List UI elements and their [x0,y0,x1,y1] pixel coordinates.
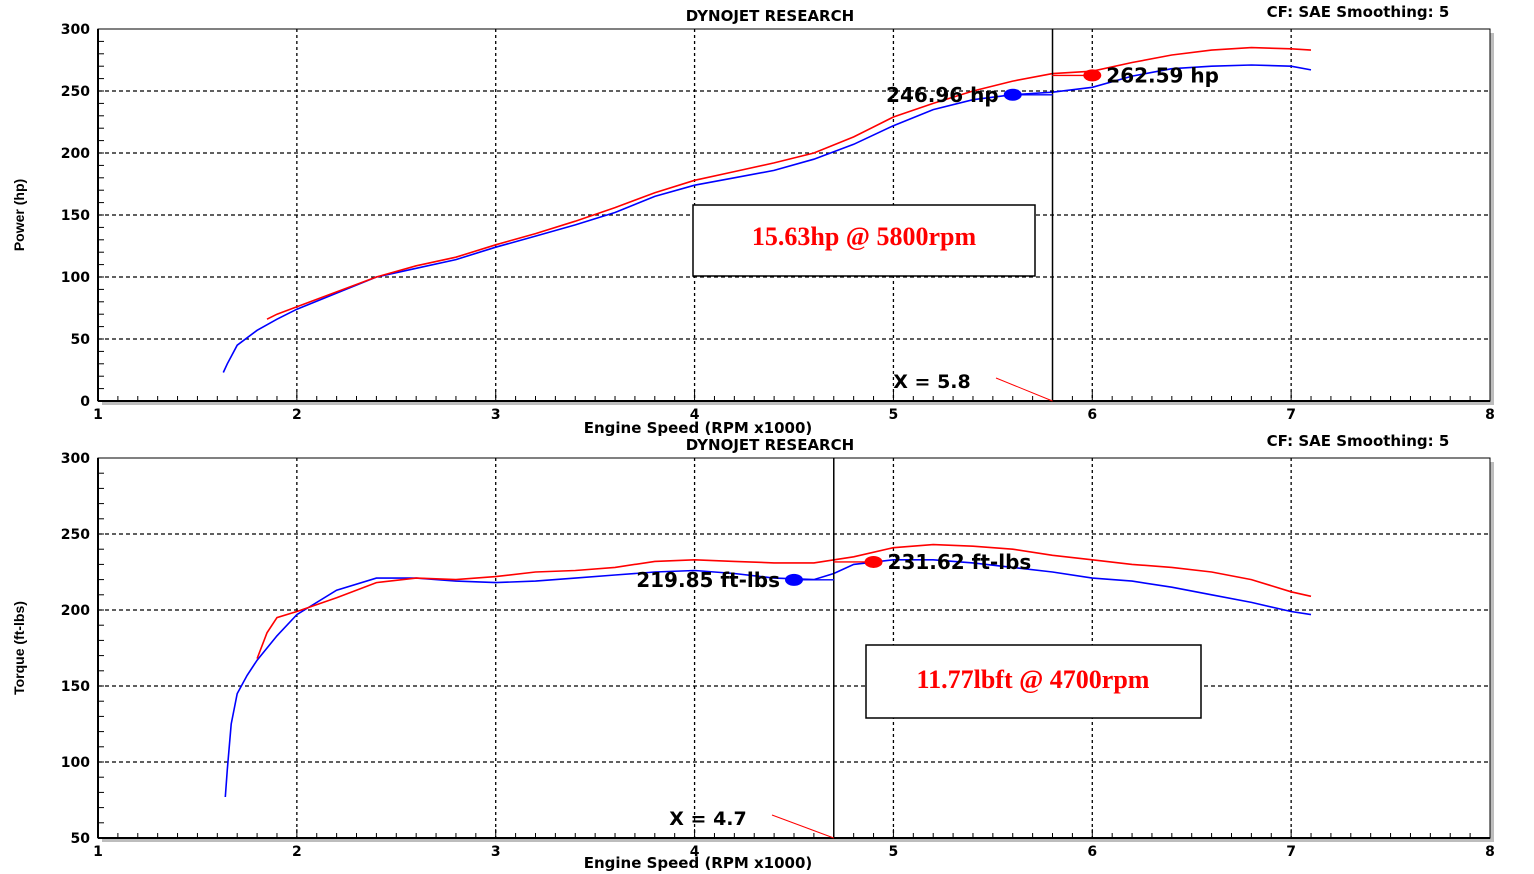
y-tick-label: 50 [71,831,91,847]
peak-label: 262.59 hp [1106,63,1219,87]
note-box [692,204,1036,277]
y-tick-label: 100 [61,270,90,286]
peak-label: 246.96 hp [886,83,999,107]
x-tick-label: 3 [491,844,501,860]
y-tick-label: 100 [61,755,90,771]
x-tick-label: 1 [93,407,103,423]
note-box [865,644,1202,719]
x-tick-label: 4 [690,407,700,423]
y-tick-label: 200 [61,146,90,162]
x-tick-label: 5 [889,407,899,423]
peak-marker [1083,69,1102,82]
x-tick-label: 6 [1087,407,1097,423]
x-tick-label: 8 [1485,407,1495,423]
x-axis-label: Engine Speed (RPM x1000) [584,419,813,437]
chart-corner-info: CF: SAE Smoothing: 5 [1267,432,1450,450]
y-tick-label: 250 [61,527,90,543]
cursor-label: X = 4.7 [669,808,746,830]
y-tick-label: 250 [61,84,90,100]
x-tick-label: 2 [292,844,302,860]
x-tick-label: 3 [491,407,501,423]
x-tick-label: 2 [292,407,302,423]
x-tick-label: 7 [1286,407,1296,423]
chart-header: DYNOJET RESEARCH [686,7,854,25]
y-axis-label: Power (hp) [11,179,27,251]
x-tick-label: 5 [889,844,899,860]
series-line-red [266,46,1312,320]
cursor-label: X = 5.8 [893,371,970,393]
x-tick-label: 6 [1087,844,1097,860]
series-line-blue [224,558,1312,798]
series-line-blue [222,64,1312,373]
x-tick-label: 8 [1485,844,1495,860]
peak-label: 231.62 ft-lbs [888,550,1032,574]
y-tick-label: 200 [61,603,90,619]
y-tick-label: 300 [61,451,90,467]
x-tick-label: 1 [93,844,103,860]
y-axis-label: Torque (ft-lbs) [11,601,27,695]
y-tick-label: 150 [61,208,90,224]
peak-marker [1003,88,1022,101]
x-tick-label: 7 [1286,844,1296,860]
cursor-leader-line [995,377,1053,402]
chart-corner-info: CF: SAE Smoothing: 5 [1267,3,1450,21]
y-tick-label: 150 [61,679,90,695]
plot-frame [97,457,1491,839]
x-axis-label: Engine Speed (RPM x1000) [584,854,813,872]
y-tick-label: 0 [80,394,90,410]
note-text: 11.77lbft @ 4700rpm [917,665,1150,694]
power-chart: DYNOJET RESEARCH CF: SAE Smoothing: 5 1 2 3 4… [11,3,1495,437]
note-text: 15.63hp @ 5800rpm [752,222,977,251]
x-tick-label: 4 [690,844,700,860]
y-tick-label: 300 [61,22,90,38]
cursor-leader-line [771,814,834,839]
y-tick-label: 50 [71,332,91,348]
series-line-red [256,543,1312,659]
peak-label: 219.85 ft-lbs [636,568,780,592]
peak-marker [864,555,883,568]
peak-marker [785,573,803,586]
chart-header: DYNOJET RESEARCH [686,436,854,454]
torque-chart: DYNOJET RESEARCH CF: SAE Smoothing: 5 1 2 3 4… [11,432,1495,872]
